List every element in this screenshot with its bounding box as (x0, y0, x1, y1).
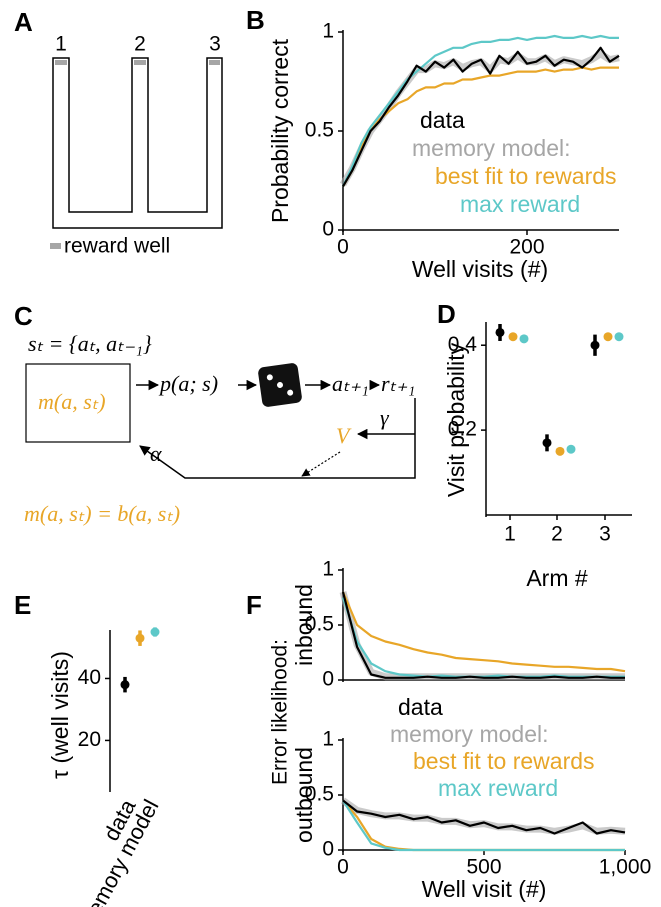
y-tick-label: 0.5 (305, 613, 334, 636)
legend-label: data (398, 694, 443, 720)
y-tick-label: 0 (322, 218, 334, 241)
y-tick-label: 40 (78, 666, 101, 689)
line-series (342, 66, 619, 187)
die-icon (258, 363, 302, 407)
reward-well (55, 60, 67, 65)
arm-label: 2 (134, 33, 146, 56)
equation: m(a, sₜ) = b(a, sₜ) (24, 501, 180, 526)
line-series (342, 799, 626, 835)
alpha-term: α (150, 441, 162, 466)
panel-label: C (14, 301, 33, 331)
line-series (342, 799, 625, 852)
arrow (139, 398, 416, 479)
dot (566, 444, 576, 454)
line-series (341, 597, 625, 678)
y-tick-label: 1 (322, 558, 334, 581)
line-series (342, 46, 620, 187)
action-term: aₜ₊₁ (332, 371, 369, 396)
y-tick-label: 0.5 (305, 783, 334, 806)
line-series (339, 591, 625, 681)
panel-label: D (437, 299, 456, 329)
legend-label: memory model: (390, 721, 548, 747)
legend-label: memory model: (412, 135, 570, 161)
x-tick-label: 200 (509, 236, 544, 259)
dot (603, 332, 613, 342)
x-tick-label: 1 (504, 523, 516, 546)
x-tick-label: 0 (337, 236, 349, 259)
dot (508, 332, 518, 342)
dot (555, 446, 565, 456)
y-axis-label: Visit probability (443, 342, 469, 497)
dot (519, 334, 529, 344)
y-tick-label: 1 (322, 728, 334, 751)
panel-label: F (246, 590, 262, 620)
gamma-term: γ (380, 405, 390, 430)
dot (614, 332, 624, 342)
policy-term: p(a; s) (158, 371, 218, 396)
memory-term: m(a, sₜ) (38, 389, 106, 414)
x-axis-label: Well visit (#) (422, 876, 547, 902)
dot (135, 633, 145, 643)
y-tick-label: 0.4 (448, 333, 478, 356)
memory-box (25, 363, 131, 443)
y-axis-label: Error likelihood: (269, 639, 292, 785)
state-formula: sₜ = {aₜ, aₜ₋₁} (28, 331, 152, 356)
y-tick-label: 0 (322, 838, 334, 861)
y-axis-label: outbound (291, 747, 317, 843)
x-tick-label: 500 (466, 856, 501, 879)
dot (120, 680, 130, 690)
reward-well (134, 60, 146, 65)
legend-label: best fit to rewards (413, 748, 595, 774)
y-axis-label: Probability correct (267, 38, 293, 223)
x-axis-label: Well visits (#) (412, 256, 548, 282)
maze (52, 57, 223, 229)
reward-term: rₜ₊₁ (381, 371, 415, 396)
y-tick-label: 0.2 (448, 418, 477, 441)
y-axis-label: τ (well visits) (47, 651, 73, 779)
panel-label: E (14, 590, 31, 620)
dotted-arrow (301, 451, 341, 477)
line-series (342, 34, 619, 187)
legend-label: best fit to rewards (435, 163, 617, 189)
reward-well (209, 60, 220, 65)
x-tick-label: 2 (551, 523, 563, 546)
panel-label: B (246, 5, 265, 35)
x-tick-label: 1,000 (599, 856, 652, 879)
legend-swatch (50, 243, 61, 249)
dot (590, 340, 600, 350)
legend-label: max reward (460, 191, 580, 217)
dot (542, 438, 552, 448)
y-axis-label: inbound (291, 584, 317, 666)
panel-label: A (14, 7, 33, 37)
maze-legend: reward well (64, 235, 170, 258)
x-tick-label: 3 (599, 523, 611, 546)
x-tick-label: 0 (337, 856, 349, 879)
line-series (341, 591, 625, 679)
y-tick-label: 0 (322, 668, 334, 691)
y-tick-label: 1 (322, 20, 334, 43)
y-tick-label: 20 (78, 728, 101, 751)
arm-label: 3 (209, 33, 221, 56)
dot (495, 327, 505, 337)
legend-label: data (420, 107, 465, 133)
value-term: V (336, 423, 352, 448)
arm-label: 1 (55, 33, 67, 56)
line-series (341, 591, 626, 673)
legend-label: max reward (438, 775, 558, 801)
dot (150, 627, 160, 637)
x-axis-label: Arm # (526, 565, 588, 591)
y-tick-label: 0.5 (305, 119, 334, 142)
